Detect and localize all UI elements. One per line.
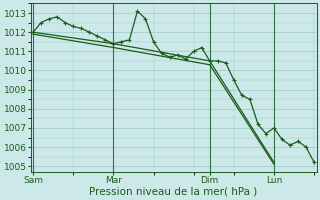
X-axis label: Pression niveau de la mer( hPa ): Pression niveau de la mer( hPa ) xyxy=(90,187,258,197)
